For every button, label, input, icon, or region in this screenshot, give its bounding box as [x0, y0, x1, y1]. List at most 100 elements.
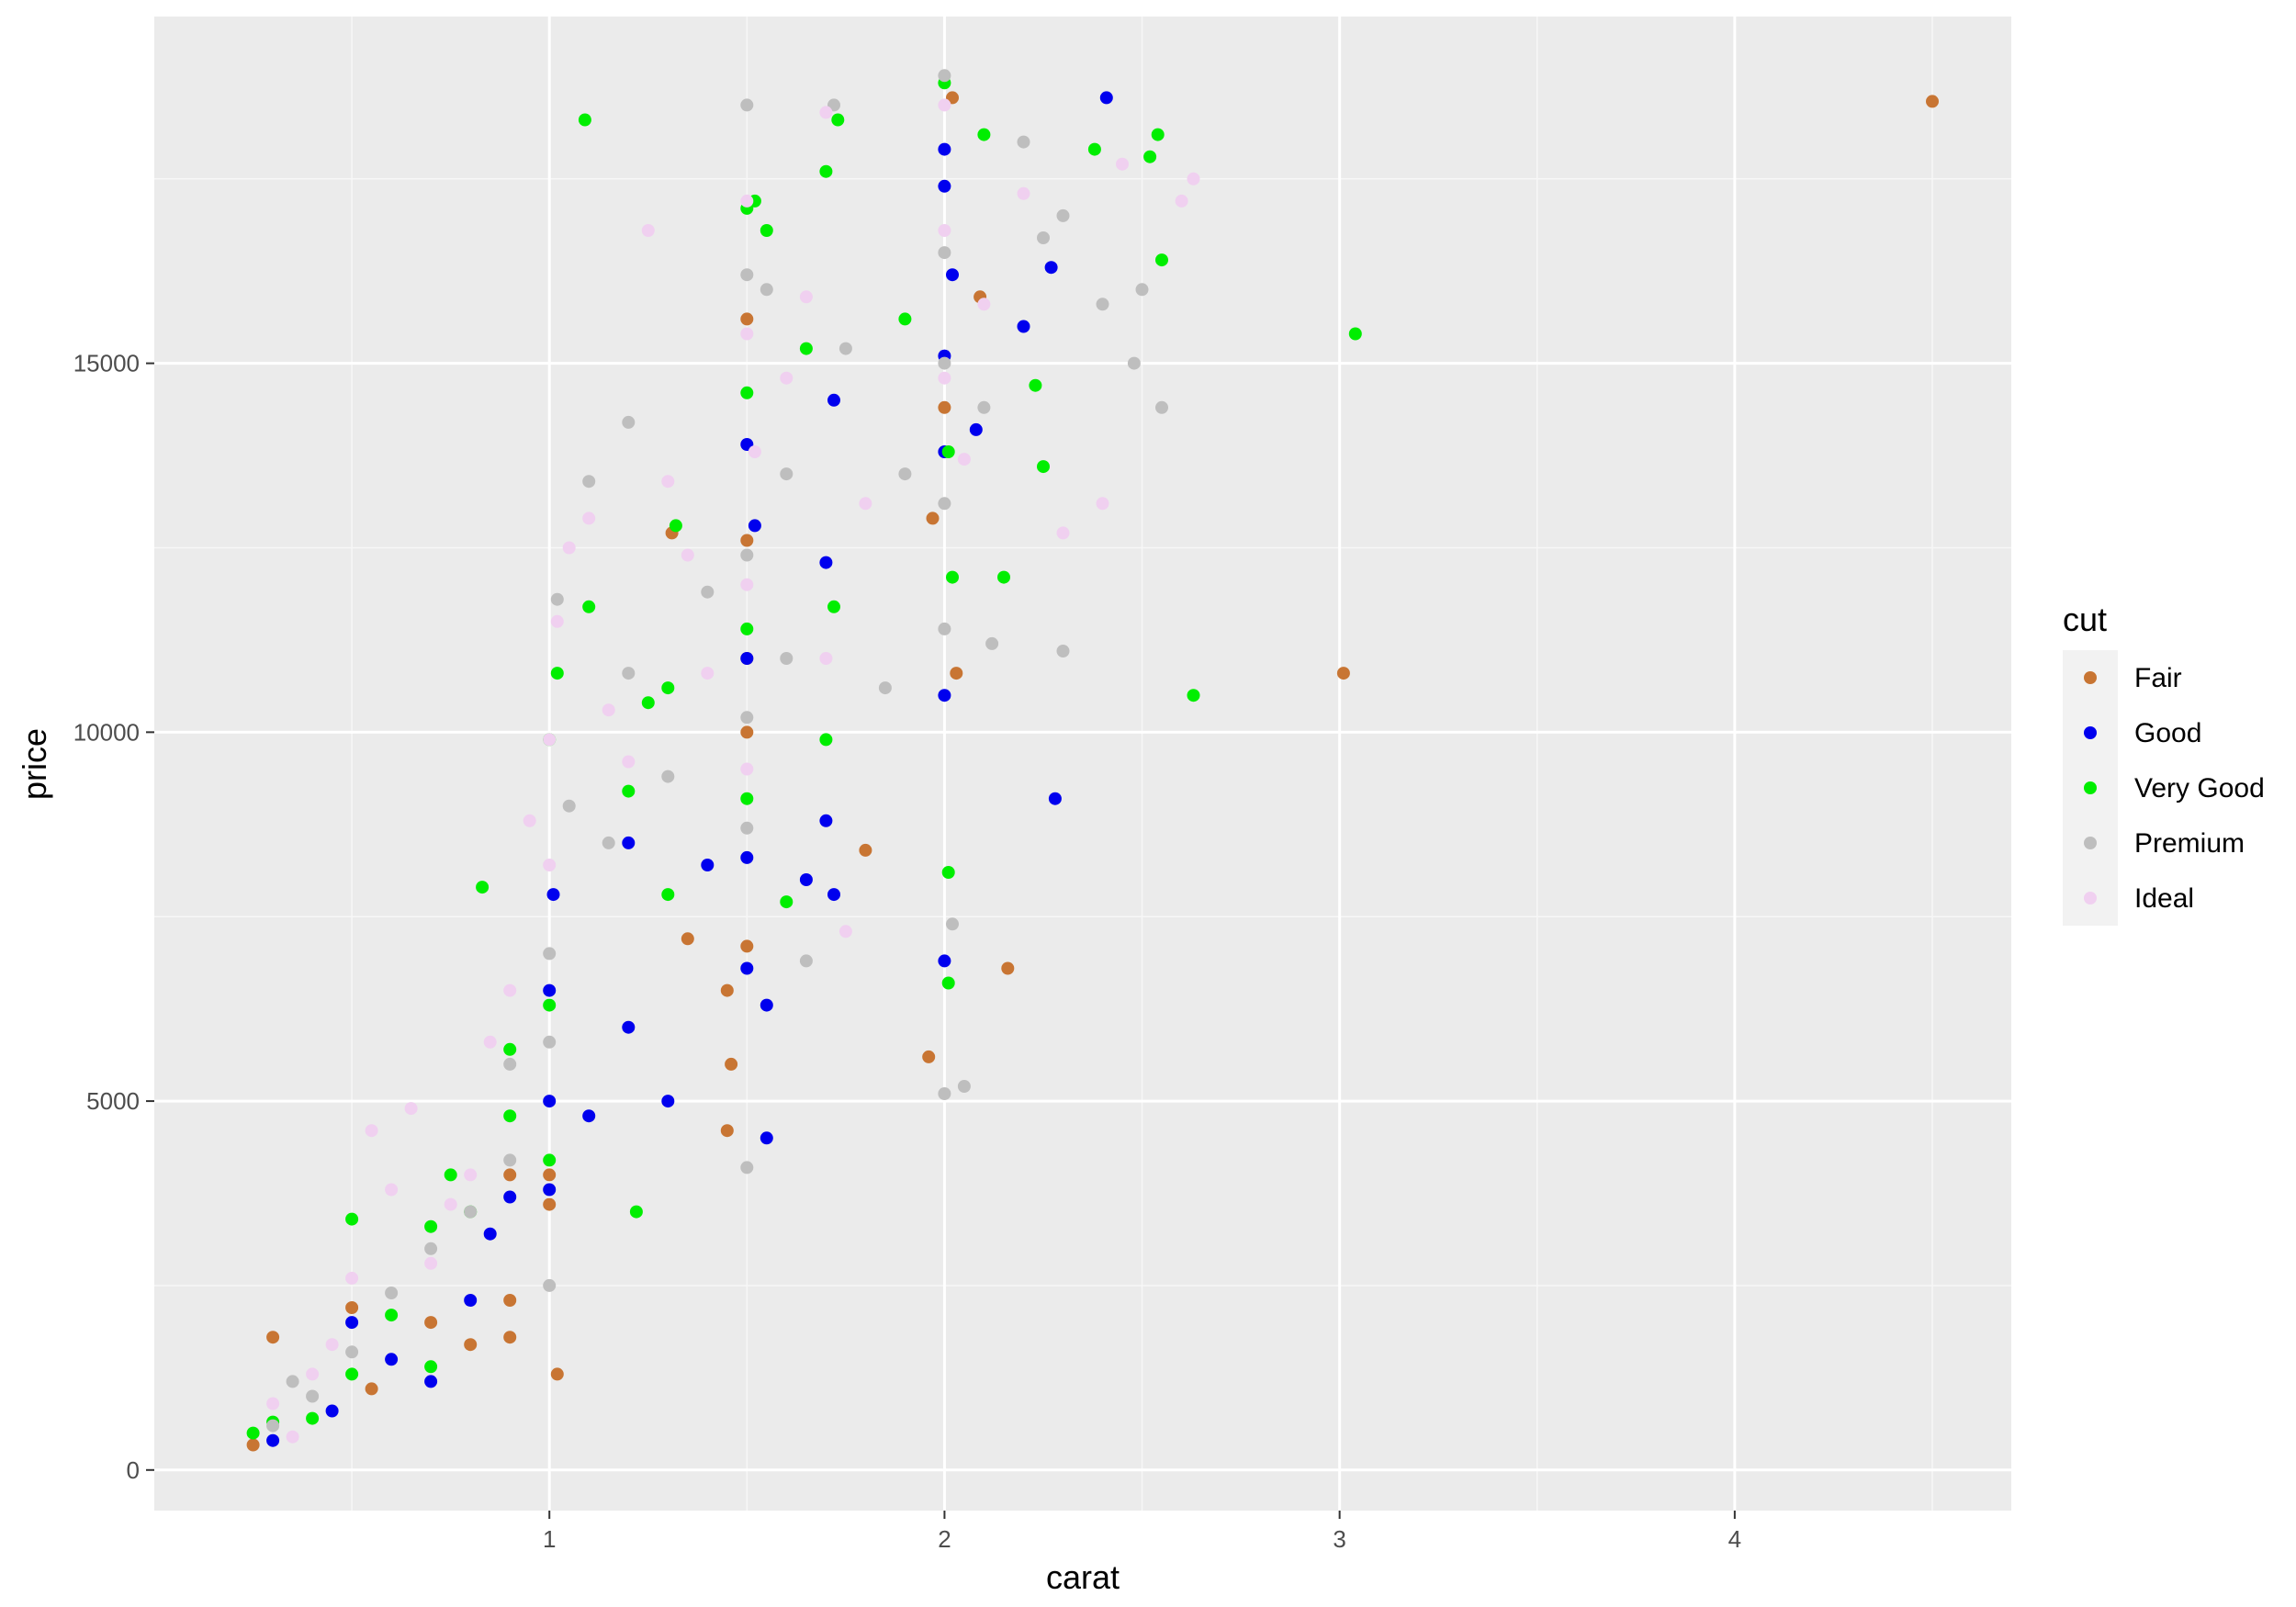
point-good — [827, 888, 840, 902]
grid-minor — [154, 17, 2011, 1511]
point-ideal — [582, 511, 596, 525]
point-very-good — [941, 445, 955, 458]
point-fair — [740, 725, 754, 739]
point-very-good — [385, 1309, 399, 1322]
point-very-good — [760, 224, 773, 237]
point-good — [582, 1109, 596, 1123]
point-ideal — [325, 1338, 339, 1352]
point-good — [266, 1433, 280, 1447]
point-premium — [740, 548, 754, 562]
point-premium — [1127, 356, 1141, 370]
point-premium — [503, 1153, 517, 1167]
point-ideal — [748, 445, 761, 458]
x-tick-label: 3 — [1333, 1525, 1345, 1553]
point-premium — [286, 1375, 299, 1388]
point-fair — [464, 1338, 478, 1352]
point-ideal — [1056, 526, 1070, 540]
y-tick-label: 5000 — [86, 1087, 140, 1115]
point-premium — [543, 1278, 557, 1292]
point-very-good — [503, 1042, 517, 1056]
point-premium — [780, 467, 793, 481]
point-good — [799, 873, 813, 886]
point-ideal — [1096, 497, 1109, 511]
point-fair — [681, 932, 694, 946]
point-very-good — [898, 312, 912, 326]
point-fair — [543, 1168, 557, 1182]
point-premium — [938, 356, 951, 370]
point-premium — [550, 592, 564, 606]
point-very-good — [669, 519, 682, 533]
point-premium — [562, 799, 576, 813]
point-good — [748, 519, 761, 533]
point-fair — [424, 1316, 438, 1330]
point-very-good — [543, 1153, 557, 1167]
point-ideal — [266, 1397, 280, 1410]
point-very-good — [1348, 327, 1362, 341]
point-ideal — [819, 652, 833, 665]
legend-key-premium — [2084, 837, 2097, 849]
point-ideal — [740, 762, 754, 776]
point-premium — [1155, 400, 1168, 414]
point-very-good — [819, 733, 833, 747]
point-premium — [1056, 645, 1070, 657]
point-ideal — [838, 925, 852, 938]
point-ideal — [483, 1035, 497, 1049]
point-premium — [424, 1242, 438, 1255]
point-good — [1048, 792, 1062, 805]
point-ideal — [957, 453, 971, 466]
point-premium — [1096, 298, 1109, 311]
point-fair — [503, 1168, 517, 1182]
point-fair — [859, 843, 872, 857]
point-fair — [720, 1124, 734, 1138]
legend-label-ideal: Ideal — [2134, 883, 2194, 914]
x-axis: 1 2 3 4 — [543, 1511, 1741, 1553]
point-fair — [950, 667, 963, 680]
point-ideal — [740, 194, 754, 208]
point-ideal — [819, 106, 833, 119]
point-very-good — [1087, 142, 1101, 156]
point-ideal — [385, 1183, 399, 1197]
point-ideal — [1116, 157, 1129, 171]
data-points — [246, 69, 1939, 1452]
point-premium — [740, 1161, 754, 1174]
point-very-good — [550, 667, 564, 680]
point-premium — [838, 342, 852, 355]
x-axis-title: carat — [1046, 1558, 1120, 1596]
point-good — [543, 1183, 557, 1197]
point-premium — [740, 711, 754, 725]
point-very-good — [941, 866, 955, 879]
point-ideal — [345, 1271, 359, 1285]
legend-label-very-good: Very Good — [2134, 773, 2265, 804]
point-very-good — [1143, 150, 1157, 163]
point-good — [543, 1095, 557, 1108]
point-good — [483, 1227, 497, 1241]
plot-panel — [154, 17, 2011, 1511]
point-premium — [385, 1287, 399, 1299]
y-tick-label: 15000 — [73, 350, 140, 377]
point-premium — [622, 667, 636, 680]
point-premium — [740, 268, 754, 282]
point-premium — [306, 1389, 320, 1403]
point-very-good — [345, 1367, 359, 1381]
point-very-good — [946, 570, 959, 584]
point-fair — [740, 939, 754, 953]
legend-key-good — [2084, 726, 2097, 739]
point-premium — [503, 1057, 517, 1071]
point-premium — [799, 954, 813, 968]
point-very-good — [827, 600, 840, 613]
point-very-good — [1151, 128, 1165, 141]
point-premium — [1017, 135, 1030, 149]
point-very-good — [424, 1360, 438, 1374]
legend-label-fair: Fair — [2134, 663, 2182, 693]
point-good — [464, 1294, 478, 1307]
point-ideal — [444, 1197, 457, 1211]
point-ideal — [1017, 186, 1030, 200]
grid-major — [154, 17, 2011, 1511]
point-ideal — [701, 667, 715, 680]
point-good — [969, 422, 983, 436]
point-ideal — [562, 541, 576, 555]
point-very-good — [1155, 253, 1168, 267]
point-ideal — [661, 475, 675, 489]
point-ideal — [938, 371, 951, 385]
point-ideal — [780, 371, 793, 385]
